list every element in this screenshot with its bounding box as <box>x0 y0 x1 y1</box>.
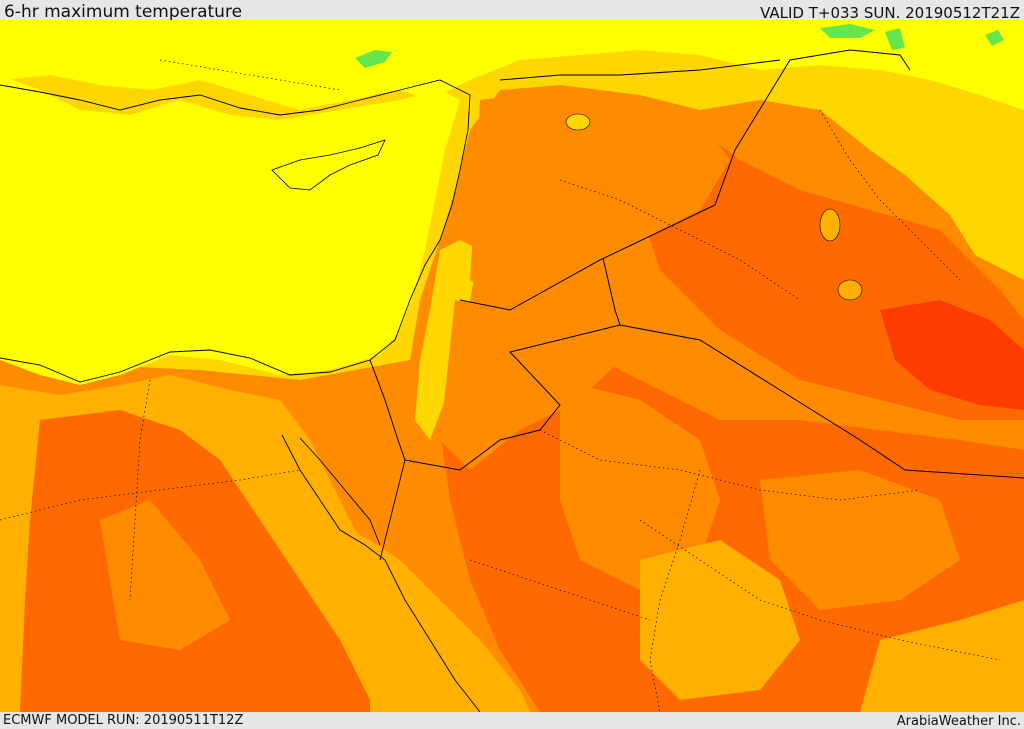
map-title: 6-hr maximum temperature <box>4 2 243 22</box>
egypt-orange-strip <box>100 500 230 650</box>
valid-time: VALID T+033 SUN. 20190512T21Z <box>760 4 1020 22</box>
lake-1 <box>819 208 841 242</box>
arabia-amber-southeast <box>860 600 1024 712</box>
lake-3 <box>565 113 591 131</box>
temperature-map <box>0 20 1024 712</box>
country-borders <box>369 49 1024 479</box>
arabia-orange-patch-1 <box>560 380 720 590</box>
arabia-orange-patch-2 <box>760 470 960 610</box>
lake-2 <box>837 279 863 301</box>
red-sea-amber <box>330 520 530 712</box>
iraq-red-core <box>880 300 1024 410</box>
jordan-orange <box>440 300 620 470</box>
credit-label: ArabiaWeather Inc. <box>896 714 1021 729</box>
map-canvas <box>0 20 1024 712</box>
north-yellow-top <box>0 20 1024 110</box>
cyprus-island <box>271 139 386 191</box>
header-bar: 6-hr maximum temperature VALID T+033 SUN… <box>0 0 1024 22</box>
arabia-amber-south <box>640 540 800 700</box>
levant-light-band <box>415 240 480 440</box>
model-run-label: ECMWF MODEL RUN: 20190511T12Z <box>3 713 244 728</box>
green-patch-1 <box>355 50 392 68</box>
mediterranean-sea <box>0 75 460 385</box>
coastlines <box>0 79 481 712</box>
green-patch-2 <box>820 24 875 38</box>
footer-bar: ECMWF MODEL RUN: 20190511T12Z ArabiaWeat… <box>0 712 1024 729</box>
syria-orange <box>470 90 730 300</box>
green-patch-4 <box>885 28 905 50</box>
green-patch-3 <box>985 30 1004 46</box>
province-lines <box>0 59 1001 712</box>
